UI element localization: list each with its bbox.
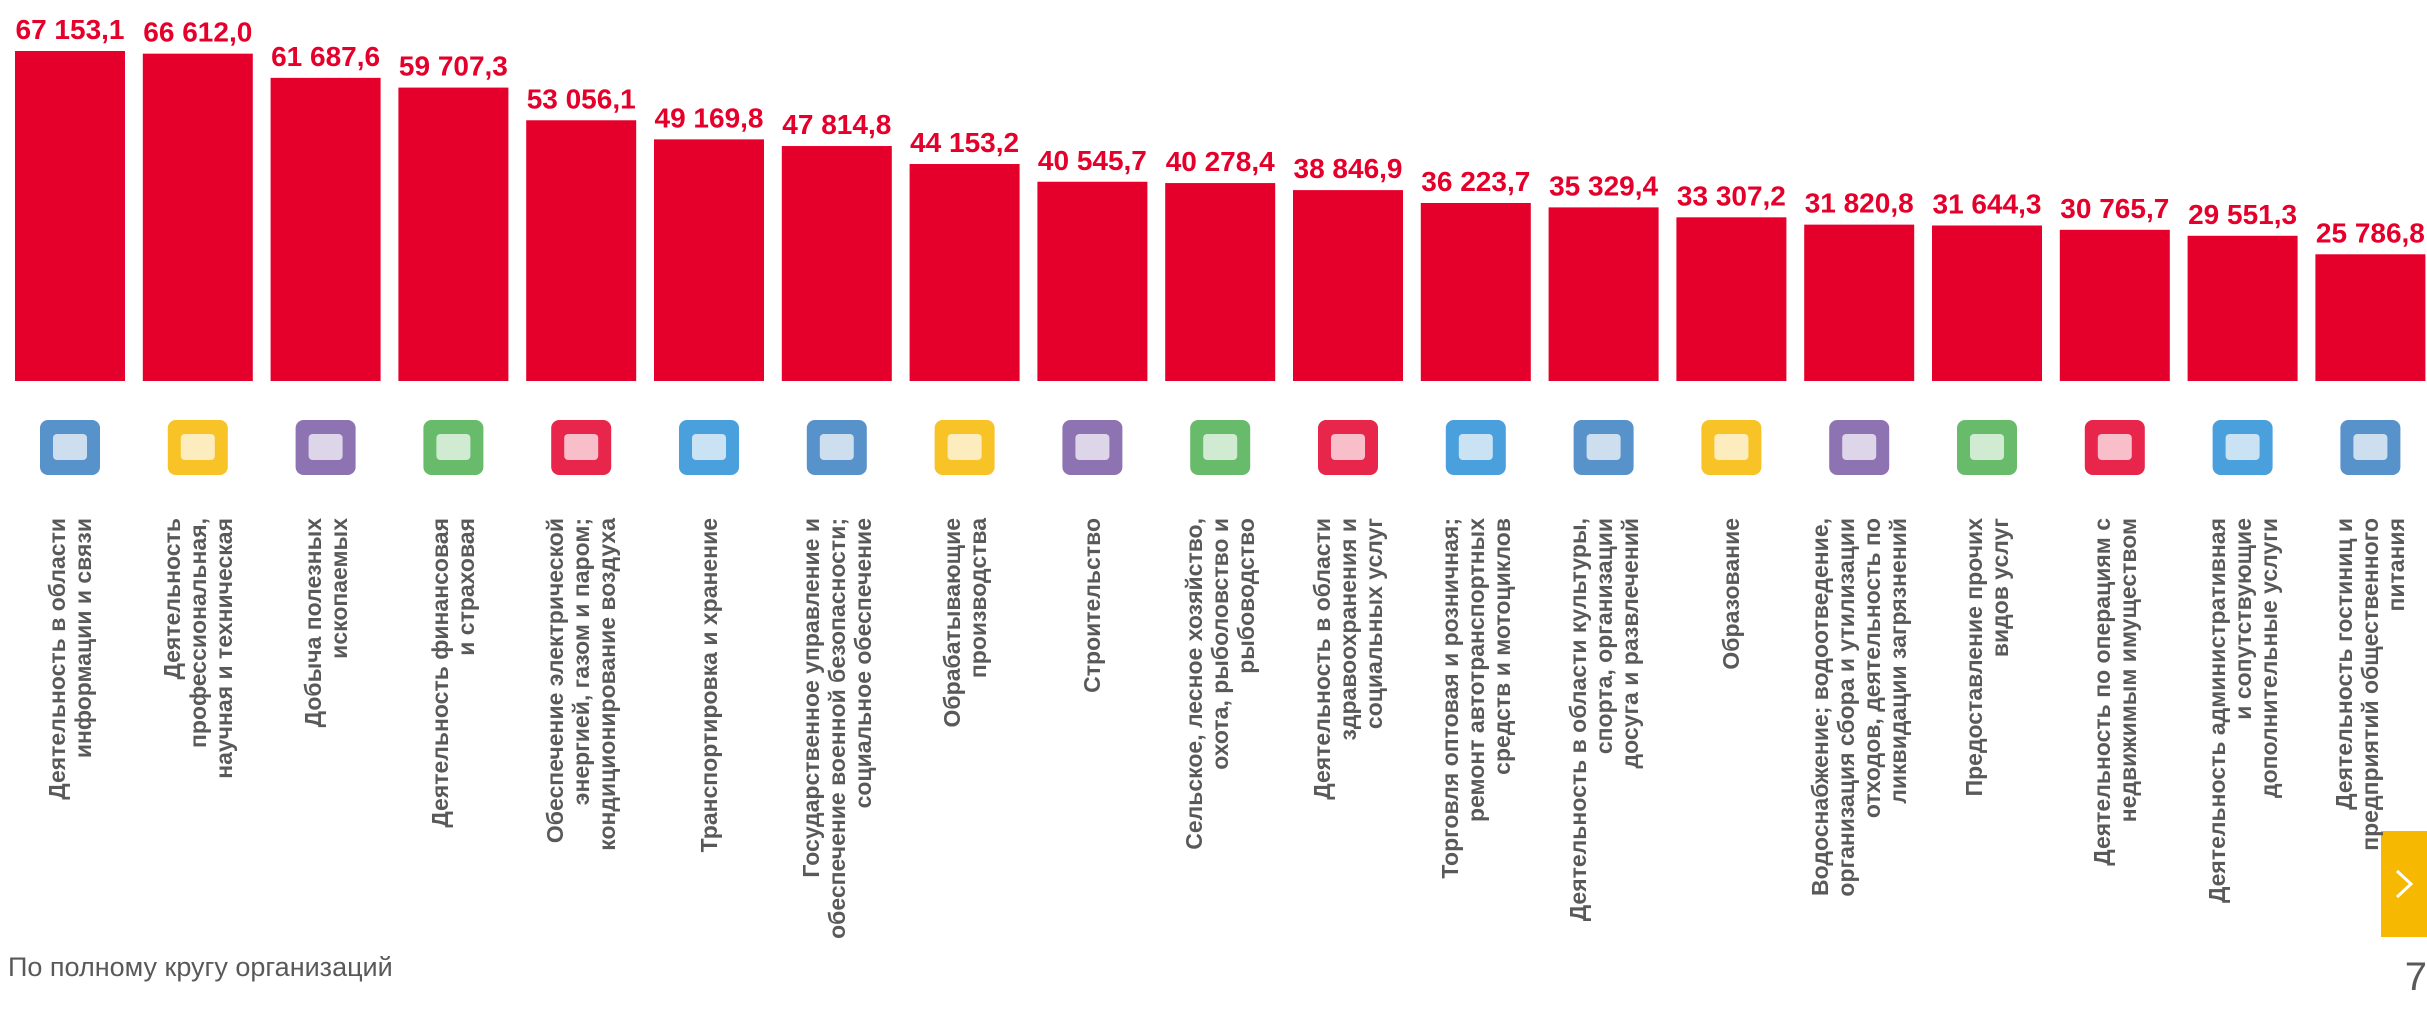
next-button[interactable] [2381, 831, 2427, 937]
icon-detail [2225, 434, 2260, 460]
icon-detail [1331, 434, 1365, 460]
value-label: 44 153,2 [910, 127, 1019, 158]
category-label: Деятельность по операциям с недвижимым и… [2088, 518, 2141, 866]
category-label: Деятельность профессиональная, научная и… [158, 518, 237, 779]
icon-detail [1970, 434, 2004, 460]
bar [781, 146, 892, 381]
value-label: 47 814,8 [782, 109, 891, 140]
category-label: Деятельность административная и сопутств… [2203, 518, 2282, 904]
value-label: 31 820,8 [1805, 188, 1914, 219]
bar [1420, 202, 1531, 381]
value-label: 38 846,9 [1294, 153, 1403, 184]
icon-detail [436, 434, 471, 460]
category-label: Строительство [1079, 518, 1106, 693]
bar [1037, 181, 1148, 381]
bar [142, 53, 253, 381]
value-label: 59 707,3 [399, 51, 508, 82]
value-label: 67 153,1 [16, 14, 125, 45]
page-number: 7 [2404, 955, 2427, 999]
icon-detail [308, 434, 343, 460]
icon-detail [180, 434, 215, 460]
bar [270, 77, 381, 382]
value-label: 25 786,8 [2316, 217, 2425, 248]
category-label: Деятельность финансовая и страховая [427, 518, 480, 828]
bar [2187, 235, 2298, 381]
category-label: Деятельность в области здравоохранения и… [1309, 518, 1387, 800]
category-label: Деятельность в области информации и связ… [44, 518, 96, 800]
icon-detail [1842, 434, 1877, 460]
icon-detail [2097, 434, 2132, 460]
bar [2059, 229, 2170, 381]
icon-detail [692, 434, 726, 460]
value-label: 29 551,3 [2188, 199, 2297, 230]
bar [909, 164, 1020, 381]
category-label: Сельское, лесное хозяйство, охота, рыбол… [1181, 518, 1260, 850]
value-label: 49 169,8 [655, 102, 764, 133]
value-label: 33 307,2 [1677, 180, 1786, 211]
category-label: Обеспечение электрической энергией, газо… [542, 518, 621, 851]
icon-detail [1075, 434, 1110, 460]
category-label: Водоснабжение; водоотведение, организаци… [1807, 518, 1912, 897]
bar [2315, 254, 2426, 381]
value-label: 40 545,7 [1038, 145, 1147, 176]
icon-detail [564, 434, 599, 460]
value-label: 61 687,6 [271, 41, 380, 72]
bar [526, 120, 637, 381]
category-label: Государственное управление и обеспечение… [797, 518, 876, 939]
value-label: 53 056,1 [527, 83, 636, 114]
value-label: 66 612,0 [143, 17, 252, 48]
icon-detail [1458, 434, 1493, 460]
icon-detail [1203, 434, 1238, 460]
value-label: 35 329,4 [1549, 170, 1658, 201]
bar [1932, 225, 2042, 381]
bar [1676, 217, 1787, 381]
icon-detail [53, 434, 87, 460]
category-label: Торговля оптовая и розничная; ремонт авт… [1436, 518, 1515, 879]
category-label: Обрабатывающие производства [938, 518, 991, 728]
bar [1165, 183, 1276, 381]
bar [1293, 190, 1403, 381]
icon-detail [1586, 434, 1621, 460]
footnote: По полному кругу организаций [8, 952, 393, 982]
icon-detail [819, 434, 854, 460]
value-label: 30 765,7 [2060, 193, 2169, 224]
value-label: 36 223,7 [1421, 166, 1530, 197]
icon-detail [1714, 434, 1749, 460]
icon-detail [947, 434, 982, 460]
category-label: Деятельность в области культуры, спорта,… [1564, 518, 1643, 922]
bar [654, 139, 764, 381]
icon-detail [2353, 434, 2388, 460]
category-label: Деятельность гостиниц и предприятий обще… [2331, 518, 2410, 851]
bar [15, 51, 125, 381]
next-icon [2395, 869, 2414, 899]
category-label: Предоставление прочих видов услуг [1961, 518, 2013, 797]
category-label: Образование [1718, 518, 1745, 670]
category-label: Добыча полезных ископаемых [299, 518, 352, 728]
category-label: Транспортировка и хранение [696, 518, 722, 853]
bar [1548, 207, 1659, 381]
value-label: 40 278,4 [1166, 146, 1275, 177]
value-label: 31 644,3 [1933, 188, 2042, 219]
bar [398, 87, 509, 382]
bar [1804, 224, 1915, 381]
